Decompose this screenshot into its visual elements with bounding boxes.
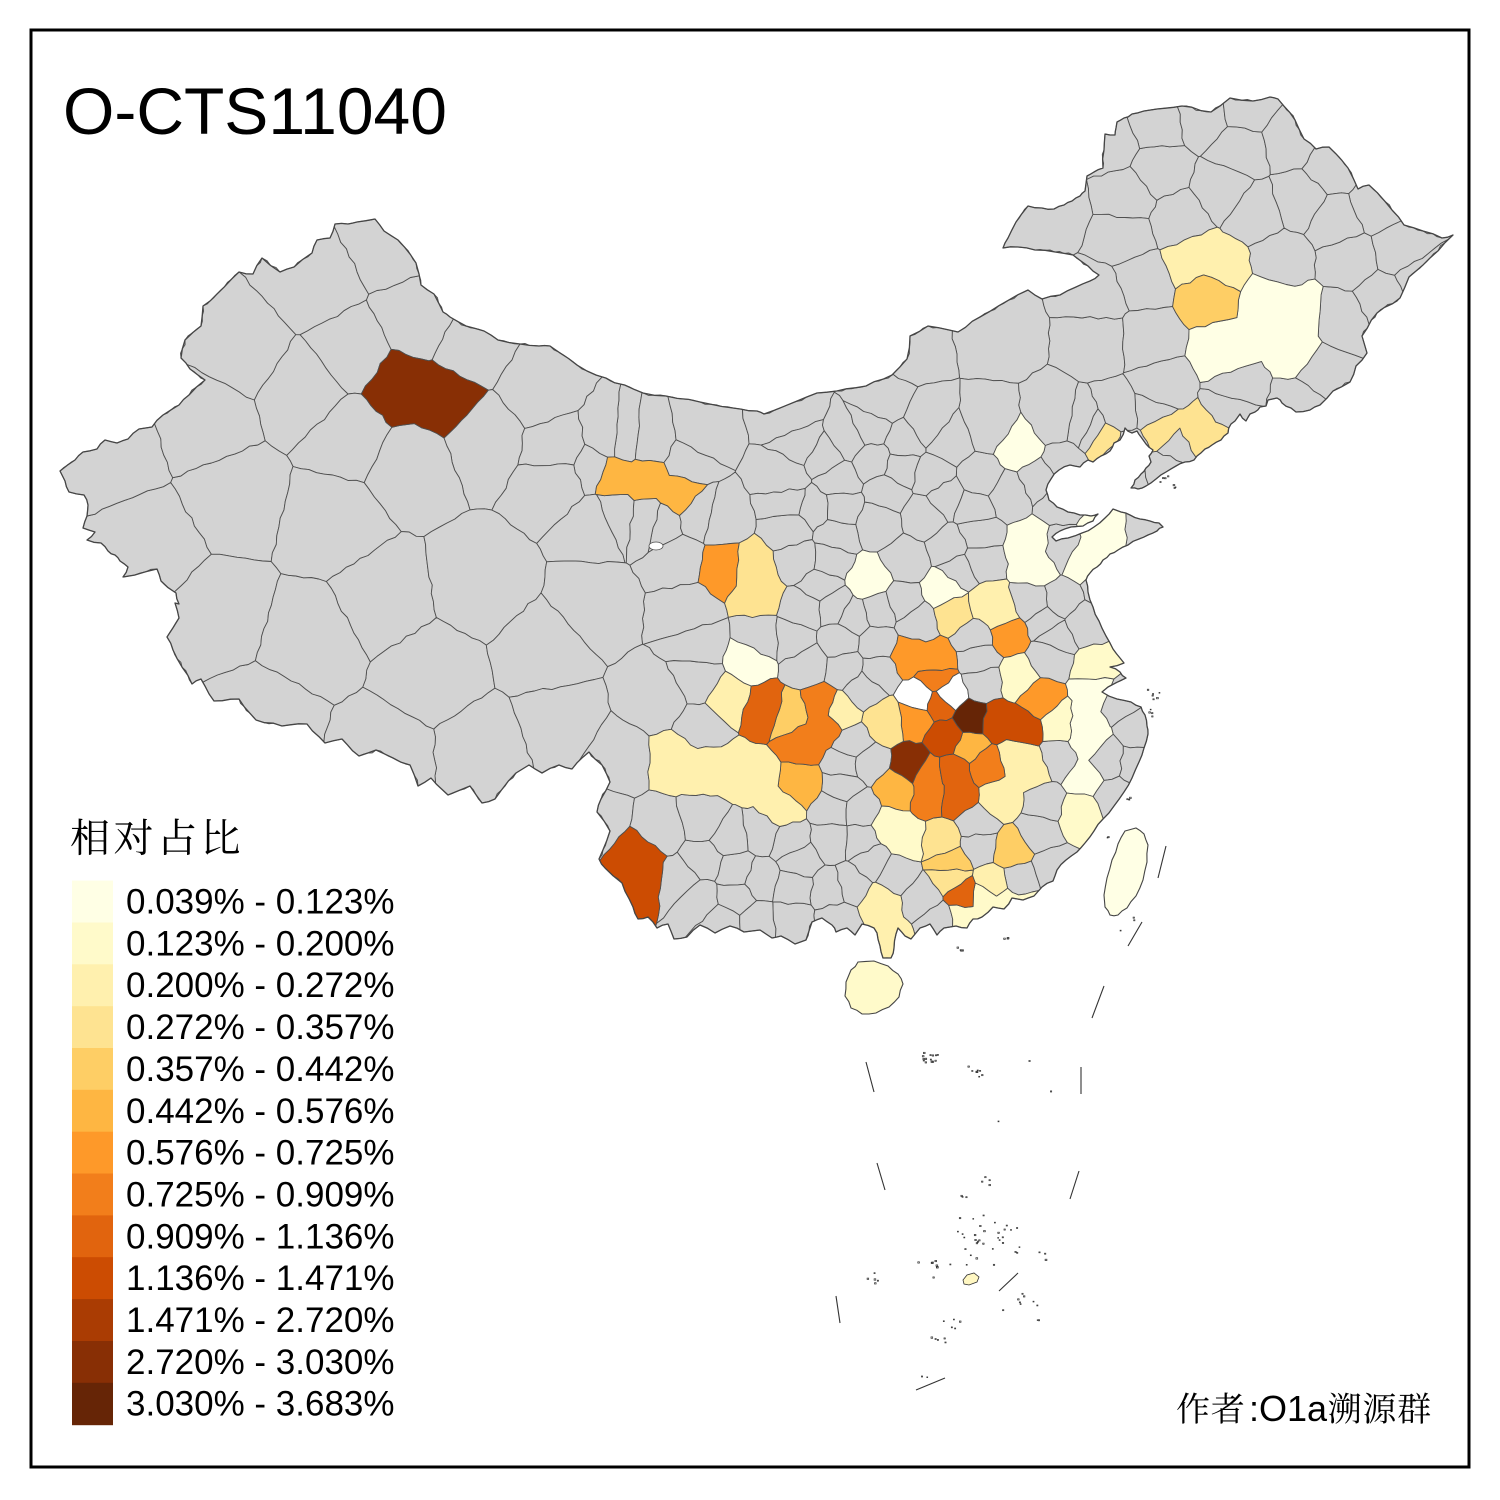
svg-text:0.200% - 0.272%: 0.200% - 0.272% — [126, 966, 395, 1005]
svg-text:O-CTS11040: O-CTS11040 — [63, 74, 447, 148]
svg-text:3.030% - 3.683%: 3.030% - 3.683% — [126, 1385, 395, 1424]
svg-text::O1a: :O1a — [1249, 1388, 1328, 1429]
svg-text:0.576% - 0.725%: 0.576% - 0.725% — [126, 1134, 395, 1173]
svg-text:2.720% - 3.030%: 2.720% - 3.030% — [126, 1343, 395, 1382]
svg-text:0.123% - 0.200%: 0.123% - 0.200% — [126, 924, 395, 963]
svg-text:0.442% - 0.576%: 0.442% - 0.576% — [126, 1092, 395, 1131]
svg-text:1.136% - 1.471%: 1.136% - 1.471% — [126, 1259, 395, 1298]
svg-text:0.725% - 0.909%: 0.725% - 0.909% — [126, 1176, 395, 1215]
svg-text:1.471% - 2.720%: 1.471% - 2.720% — [126, 1301, 395, 1340]
svg-text:0.272% - 0.357%: 0.272% - 0.357% — [126, 1008, 395, 1047]
svg-text:0.909% - 1.136%: 0.909% - 1.136% — [126, 1217, 395, 1256]
svg-text:0.357% - 0.442%: 0.357% - 0.442% — [126, 1050, 395, 1089]
svg-text:0.039% - 0.123%: 0.039% - 0.123% — [126, 883, 395, 922]
